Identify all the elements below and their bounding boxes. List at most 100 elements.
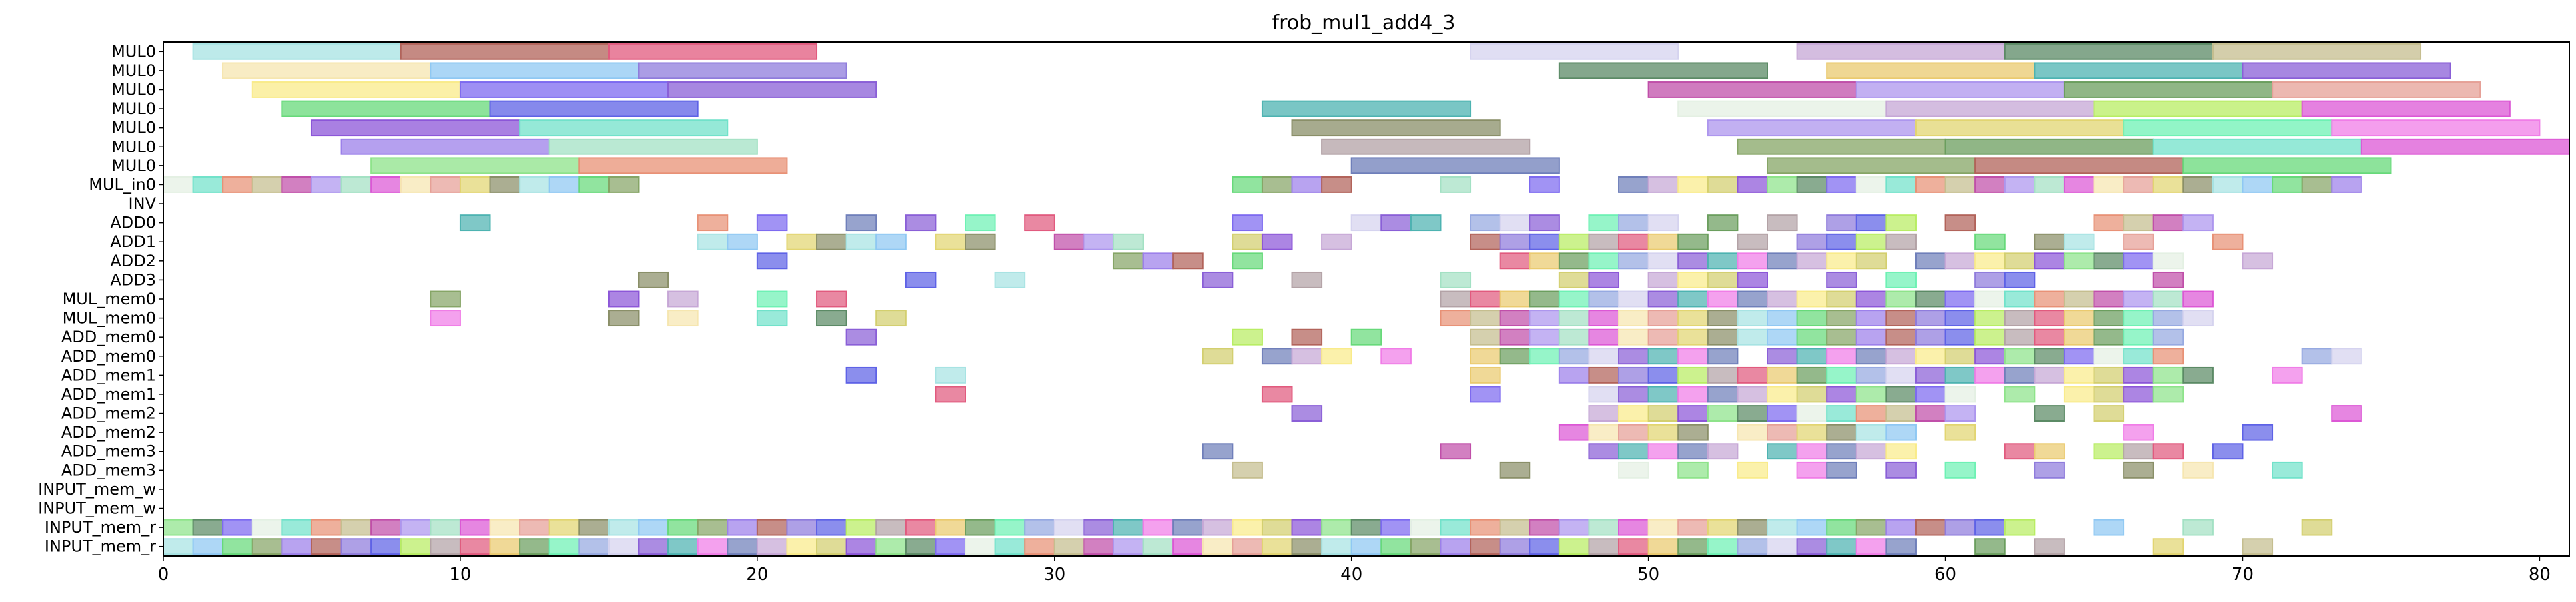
task-bar — [400, 538, 432, 555]
task-bar — [1944, 519, 1976, 536]
task-bar — [1826, 328, 1857, 346]
task-bar — [1232, 538, 1263, 555]
task-bar — [1410, 519, 1442, 536]
task-bar — [1291, 176, 1323, 193]
task-bar — [816, 310, 847, 327]
task-bar — [2152, 348, 2184, 365]
task-bar — [2242, 538, 2274, 555]
task-bar — [756, 214, 788, 232]
task-bar — [2093, 290, 2125, 308]
task-bar — [1855, 233, 1887, 250]
task-bar — [489, 176, 521, 193]
task-bar — [1826, 176, 1857, 193]
task-bar — [1707, 328, 1739, 346]
task-bar — [1350, 519, 1382, 536]
task-bar — [1261, 176, 1293, 193]
x-tick-label: 0 — [158, 565, 169, 585]
task-bar — [1855, 348, 1887, 365]
task-bar — [1796, 176, 1828, 193]
mul-bar — [340, 138, 550, 155]
task-bar — [1588, 233, 1620, 250]
task-bar — [2063, 366, 2095, 384]
task-bar — [1440, 290, 1472, 308]
task-bar — [1261, 519, 1293, 536]
task-bar — [1944, 405, 1976, 422]
task-bar — [1558, 519, 1590, 536]
task-bar — [1172, 252, 1204, 270]
task-bar — [1677, 461, 1709, 479]
task-bar — [430, 176, 461, 193]
y-tick-label: ADD_mem0 — [61, 328, 156, 346]
task-bar — [1677, 176, 1709, 193]
task-bar — [1321, 538, 1352, 555]
task-bar — [1826, 214, 1857, 232]
task-bar — [2152, 176, 2184, 193]
task-bar — [2093, 252, 2125, 270]
task-bar — [1915, 310, 1946, 327]
task-bar — [1826, 443, 1857, 460]
task-bar — [845, 519, 877, 536]
y-tick-label: MUL0 — [111, 61, 156, 80]
task-bar — [1470, 366, 1501, 384]
mul-bar — [1707, 119, 1917, 137]
task-bar — [1974, 538, 2006, 555]
task-bar — [905, 538, 937, 555]
y-tick-label: MUL0 — [111, 156, 156, 175]
task-bar — [1796, 405, 1828, 422]
task-bar — [1767, 290, 1798, 308]
mul-bar — [430, 62, 640, 79]
task-bar — [1529, 214, 1560, 232]
y-tick-label: ADD_mem1 — [61, 366, 156, 384]
mul-bar — [1470, 43, 1679, 60]
task-bar — [1826, 290, 1857, 308]
task-bar — [1647, 386, 1679, 403]
task-bar — [2212, 443, 2244, 460]
task-bar — [1855, 538, 1887, 555]
chart-title: frob_mul1_add4_3 — [1272, 11, 1456, 35]
task-bar — [2301, 348, 2333, 365]
task-bar — [786, 519, 818, 536]
task-bar — [1796, 424, 1828, 441]
y-tick-label: INPUT_mem_r — [45, 537, 156, 556]
task-bar — [1915, 348, 1946, 365]
task-bar — [1232, 214, 1263, 232]
task-bar — [1767, 386, 1798, 403]
task-bar — [1826, 271, 1857, 288]
task-bar — [816, 290, 847, 308]
task-bar — [1677, 310, 1709, 327]
task-bar — [2123, 176, 2154, 193]
task-bar — [1826, 519, 1857, 536]
task-bar — [2152, 328, 2184, 346]
task-bar — [816, 538, 847, 555]
task-bar — [845, 366, 877, 384]
task-bar — [1470, 538, 1501, 555]
task-bar — [2004, 176, 2036, 193]
task-bar — [1440, 519, 1472, 536]
task-bar — [1885, 290, 1917, 308]
task-bar — [1826, 233, 1857, 250]
task-bar — [1499, 290, 1531, 308]
task-bar — [1796, 290, 1828, 308]
task-bar — [1737, 519, 1768, 536]
task-bar — [935, 519, 967, 536]
task-bar — [845, 538, 877, 555]
task-bar — [1796, 310, 1828, 327]
task-bar — [935, 366, 967, 384]
mul-bar — [2360, 138, 2571, 155]
task-bar — [994, 519, 1026, 536]
task-bar — [816, 233, 847, 250]
task-bar — [756, 310, 788, 327]
task-bar — [697, 519, 729, 536]
task-bar — [2034, 252, 2065, 270]
task-bar — [1767, 176, 1798, 193]
task-bar — [1855, 290, 1887, 308]
task-bar — [1499, 348, 1531, 365]
task-bar — [1470, 233, 1501, 250]
y-tick-label: MUL0 — [111, 42, 156, 61]
task-bar — [1915, 176, 1946, 193]
bars-layer — [163, 43, 2571, 555]
task-bar — [1470, 328, 1501, 346]
mul-bar — [2301, 100, 2511, 117]
task-bar — [1172, 538, 1204, 555]
task-bar — [1202, 443, 1234, 460]
